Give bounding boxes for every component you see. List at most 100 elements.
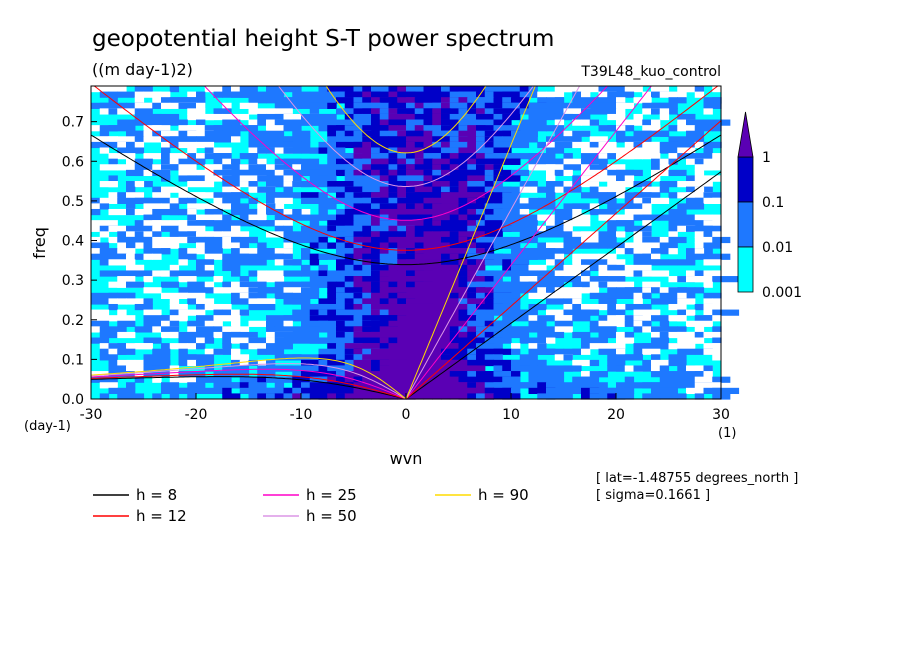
field-cell	[686, 287, 696, 294]
field-cell	[283, 292, 293, 299]
field-cell	[91, 298, 110, 305]
field-cell	[178, 141, 197, 149]
field-cell	[126, 365, 145, 372]
field-cell	[624, 102, 635, 109]
field-cell	[213, 108, 232, 115]
field-cell	[187, 382, 206, 389]
field-cell	[686, 331, 696, 339]
field-cell	[161, 158, 171, 165]
field-cell	[222, 236, 232, 244]
field-cell	[152, 197, 171, 204]
field-cell	[423, 315, 433, 322]
field-cell	[108, 102, 127, 109]
field-cell	[458, 376, 468, 383]
field-cell	[572, 303, 582, 311]
field-cell	[99, 393, 110, 400]
field-cell	[327, 102, 337, 109]
field-cell	[301, 181, 320, 188]
field-cell	[449, 315, 460, 322]
field-cell	[467, 320, 477, 327]
field-cell	[432, 220, 442, 227]
run-label: T39L48_kuo_control	[580, 64, 721, 80]
field-cell	[187, 108, 197, 115]
field-cell	[143, 315, 171, 322]
field-cell	[581, 231, 591, 238]
field-cell	[546, 147, 565, 154]
field-cell	[493, 354, 503, 361]
field-cell	[677, 91, 687, 98]
field-cell	[266, 203, 276, 210]
field-cell	[248, 169, 276, 177]
field-cell	[511, 348, 521, 355]
field-cell	[353, 248, 363, 255]
field-cell	[423, 130, 433, 137]
field-cell	[563, 225, 573, 232]
field-cell	[546, 113, 556, 121]
field-cell	[554, 382, 565, 389]
field-cell	[91, 248, 101, 255]
field-cell	[248, 320, 267, 327]
field-cell	[134, 208, 153, 216]
field-cell	[248, 130, 267, 137]
field-cell	[502, 208, 512, 216]
field-cell	[659, 169, 670, 177]
field-cell	[441, 337, 451, 344]
field-cell	[572, 259, 582, 266]
field-cell	[537, 91, 547, 98]
field-cell	[467, 292, 477, 299]
field-cell	[519, 264, 530, 272]
field-cell	[449, 141, 460, 149]
field-cell	[528, 320, 547, 327]
field-cell	[484, 298, 495, 305]
field-cell	[336, 371, 346, 378]
field-cell	[423, 365, 433, 372]
colorbar-label: 0.01	[762, 240, 793, 256]
field-cell	[406, 164, 416, 171]
field-cell	[449, 320, 460, 327]
field-cell	[624, 203, 635, 210]
field-cell	[642, 186, 661, 193]
field-cell	[353, 348, 363, 355]
field-cell	[546, 309, 565, 316]
field-cell	[161, 281, 180, 288]
field-cell	[449, 214, 460, 221]
field-cell	[327, 382, 337, 389]
field-cell	[554, 208, 582, 216]
field-cell	[196, 136, 206, 143]
field-cell	[432, 181, 442, 188]
field-cell	[694, 197, 705, 204]
field-cell	[169, 231, 180, 238]
field-cell	[274, 382, 285, 389]
field-cell	[204, 264, 215, 272]
field-cell	[283, 125, 302, 132]
field-cell	[476, 225, 486, 232]
field-cell	[502, 203, 512, 210]
field-cell	[633, 309, 661, 316]
field-cell	[694, 326, 705, 333]
field-cell	[712, 298, 740, 305]
field-cell	[231, 125, 258, 132]
field-cell	[117, 387, 136, 395]
field-cell	[493, 331, 512, 339]
field-cell	[336, 231, 346, 238]
field-cell	[441, 387, 451, 395]
field-cell	[301, 214, 328, 221]
field-cell	[336, 208, 346, 216]
field-cell	[502, 236, 512, 244]
field-cell	[126, 203, 136, 210]
field-cell	[686, 387, 705, 395]
field-cell	[161, 343, 171, 350]
field-cell	[292, 298, 302, 305]
field-cell	[266, 220, 276, 227]
field-cell	[362, 354, 372, 361]
field-cell	[161, 102, 171, 109]
field-cell	[371, 164, 381, 171]
field-cell	[703, 371, 713, 378]
kelvin-wave-curve	[405, 171, 721, 399]
field-cell	[143, 248, 171, 255]
field-cell	[546, 387, 565, 395]
field-cell	[432, 365, 442, 372]
field-cell	[519, 337, 530, 344]
field-cell	[493, 365, 503, 372]
field-cell	[204, 136, 215, 143]
